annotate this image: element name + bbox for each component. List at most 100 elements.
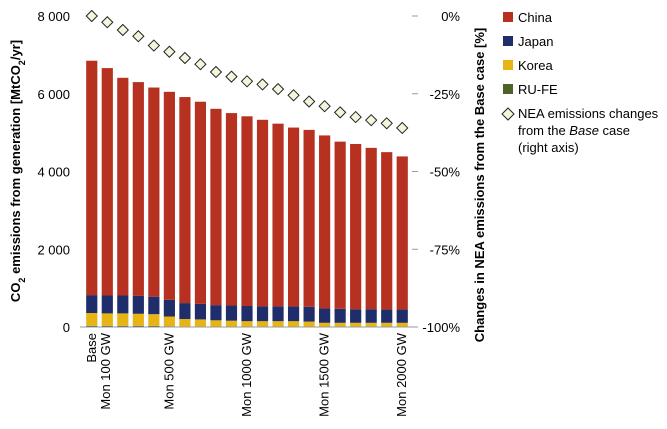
nea-change-marker-18 xyxy=(364,113,378,127)
nea-change-marker-7 xyxy=(194,57,207,71)
left-tick-label: 0 xyxy=(63,320,70,335)
legend-line-label-2: from the Base case xyxy=(518,123,630,138)
legend-line-label-3: (right axis) xyxy=(518,140,579,155)
bar-japan-9 xyxy=(225,305,238,321)
left-tick-label: 4 000 xyxy=(37,165,70,180)
bar-japan-11 xyxy=(256,306,269,322)
nea-change-marker-10 xyxy=(240,75,254,88)
bar-korea-3 xyxy=(132,313,144,326)
bar-japan-6 xyxy=(179,303,191,320)
bar-china-20 xyxy=(396,156,408,310)
bar-japan-0 xyxy=(86,295,98,313)
bar-korea-20 xyxy=(396,322,408,327)
bar-korea-18 xyxy=(365,322,377,327)
bar-japan-18 xyxy=(365,309,377,323)
bar-japan-13 xyxy=(287,306,300,322)
bar-china-18 xyxy=(365,147,377,310)
bar-china-10 xyxy=(241,116,253,307)
x-tick-label: Base xyxy=(84,333,99,363)
bar-china-14 xyxy=(303,129,315,307)
bar-china-0 xyxy=(86,60,98,296)
nea-change-marker-14 xyxy=(302,95,316,108)
bar-ru-fe-1 xyxy=(101,325,113,327)
bar-korea-13 xyxy=(287,321,300,327)
right-tick-label: -75% xyxy=(430,242,461,257)
bar-japan-10 xyxy=(241,306,253,322)
bar-china-8 xyxy=(210,108,222,306)
bar-korea-7 xyxy=(194,319,207,327)
bar-korea-0 xyxy=(86,313,98,326)
bar-korea-10 xyxy=(241,321,253,327)
x-axis-ticks: Base Mon 500 GW Mon 1000 GW Mon 1500 GW Mon … xyxy=(84,332,409,417)
bar-korea-6 xyxy=(179,319,191,327)
bar-china-19 xyxy=(381,152,393,310)
bar-china-5 xyxy=(163,91,175,300)
legend-swatch-korea xyxy=(503,60,513,70)
bar-japan-17 xyxy=(350,309,362,323)
nea-change-marker-2 xyxy=(116,23,130,37)
right-tick-label: 0% xyxy=(441,9,460,24)
bar-korea-15 xyxy=(319,322,331,327)
bar-korea-17 xyxy=(350,322,362,327)
bar-korea-9 xyxy=(225,320,238,327)
bar-korea-4 xyxy=(148,314,160,326)
bar-korea-16 xyxy=(334,322,346,327)
right-tick-label: -50% xyxy=(430,165,461,180)
bar-korea-1 xyxy=(101,313,113,326)
bar-china-2 xyxy=(117,77,129,296)
right-axis-ticks: 0% -25% -50% -75% -100% xyxy=(412,9,460,335)
bar-ru-fe-2 xyxy=(117,325,129,327)
bar-japan-2 xyxy=(117,295,129,314)
nea-change-marker-12 xyxy=(271,82,285,96)
bar-japan-7 xyxy=(194,303,207,320)
bar-marks xyxy=(86,60,408,327)
left-axis-ticks: 0 2 000 4 000 6 000 8 000 xyxy=(37,9,70,335)
bar-japan-3 xyxy=(132,295,144,314)
bar-japan-1 xyxy=(101,295,113,314)
legend-swatch-ru-fe xyxy=(503,84,513,94)
bar-china-9 xyxy=(225,113,238,306)
x-tick-label: Mon 1000 GW xyxy=(239,332,254,417)
bar-china-12 xyxy=(272,123,284,307)
x-tick-label: Mon 500 GW xyxy=(161,332,176,409)
bar-japan-14 xyxy=(303,306,315,322)
legend: China Japan Korea RU-FE NEA emissions change… xyxy=(501,10,659,155)
nea-change-marker-5 xyxy=(163,45,176,58)
bar-china-11 xyxy=(256,119,269,307)
bar-japan-12 xyxy=(272,306,284,322)
nea-change-marker-8 xyxy=(209,65,223,79)
nea-change-marker-13 xyxy=(287,89,300,102)
bar-japan-20 xyxy=(396,309,408,323)
bar-china-13 xyxy=(287,127,300,307)
legend-label: Japan xyxy=(518,34,553,49)
right-tick-label: -25% xyxy=(430,87,461,102)
bar-china-15 xyxy=(319,135,331,309)
nea-change-marker-1 xyxy=(101,16,114,29)
nea-change-marker-3 xyxy=(132,30,145,43)
nea-change-marker-17 xyxy=(349,110,362,124)
bar-korea-5 xyxy=(163,316,175,327)
nea-change-marker-11 xyxy=(256,78,269,91)
legend-line-label-1: NEA emissions changes xyxy=(518,106,659,121)
bar-ru-fe-4 xyxy=(148,325,160,327)
nea-change-marker-9 xyxy=(225,70,238,83)
bar-china-16 xyxy=(334,141,346,309)
bar-korea-11 xyxy=(256,321,269,327)
bar-china-17 xyxy=(350,143,362,310)
bar-china-6 xyxy=(179,97,191,304)
nea-change-marker-16 xyxy=(333,106,347,119)
nea-change-marker-0 xyxy=(85,9,98,23)
legend-diamond-icon xyxy=(501,107,515,121)
legend-label: RU-FE xyxy=(518,82,558,97)
bar-china-7 xyxy=(194,101,207,304)
legend-label: China xyxy=(518,10,553,25)
bar-korea-2 xyxy=(117,313,129,326)
bar-japan-16 xyxy=(334,308,346,323)
bar-japan-8 xyxy=(210,305,222,321)
bar-korea-8 xyxy=(210,320,222,327)
bar-china-4 xyxy=(148,87,160,297)
bar-korea-12 xyxy=(272,321,284,327)
bar-ru-fe-3 xyxy=(132,325,144,327)
bar-japan-4 xyxy=(148,296,160,315)
